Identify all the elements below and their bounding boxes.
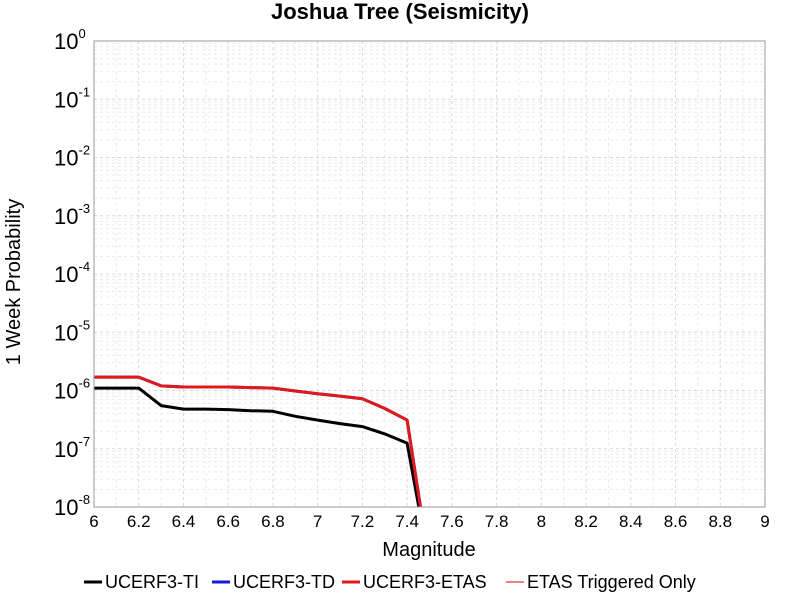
x-tick-label: 7.2 bbox=[351, 512, 375, 531]
legend-item: ETAS Triggered Only bbox=[506, 572, 696, 592]
x-tick-label: 8.2 bbox=[574, 512, 598, 531]
x-tick-label: 6.2 bbox=[127, 512, 151, 531]
y-tick-label: 10-3 bbox=[54, 201, 90, 229]
x-tick-label: 7 bbox=[313, 512, 322, 531]
y-tick-label: 10-5 bbox=[54, 317, 90, 345]
y-tick-label: 10-4 bbox=[54, 259, 90, 287]
x-tick-label: 8.6 bbox=[664, 512, 688, 531]
x-tick-label: 6.6 bbox=[216, 512, 240, 531]
x-tick-label: 8 bbox=[537, 512, 546, 531]
y-axis-label: 1 Week Probability bbox=[3, 199, 25, 365]
legend-label: UCERF3-TI bbox=[105, 572, 199, 592]
y-tick-label: 10-6 bbox=[54, 376, 90, 404]
legend-label: UCERF3-TD bbox=[233, 572, 335, 592]
x-tick-label: 7.8 bbox=[485, 512, 509, 531]
x-tick-label: 7.6 bbox=[440, 512, 464, 531]
y-tick-label: 10-1 bbox=[54, 84, 90, 112]
x-tick-label: 8.8 bbox=[708, 512, 732, 531]
x-tick-label: 8.4 bbox=[619, 512, 643, 531]
legend-item: UCERF3-ETAS bbox=[342, 572, 487, 592]
series-line-ucerf3-ti bbox=[94, 386, 421, 507]
plot-frame bbox=[93, 40, 766, 508]
x-tick-label: 6 bbox=[89, 512, 98, 531]
y-tick-label: 100 bbox=[54, 26, 86, 54]
legend-label: ETAS Triggered Only bbox=[527, 572, 696, 592]
x-tick-label: 6.4 bbox=[172, 512, 196, 531]
legend: UCERF3-TI UCERF3-TD UCERF3-ETAS ETAS Trigge… bbox=[84, 572, 696, 592]
y-tick-label: 10-8 bbox=[54, 492, 90, 520]
y-tick-label: 10-7 bbox=[54, 434, 90, 462]
x-tick-labels: 6 6.2 6.4 6.6 6.8 7 7.2 7.4 7.6 7.8 8 8.2 8.4 8.6 8.8 9 bbox=[89, 512, 769, 531]
x-tick-label: 7.4 bbox=[395, 512, 419, 531]
x-tick-label: 9 bbox=[760, 512, 769, 531]
grid bbox=[93, 40, 766, 508]
legend-label: UCERF3-ETAS bbox=[363, 572, 487, 592]
legend-item: UCERF3-TI bbox=[84, 572, 199, 592]
y-tick-labels: 10-8 10-7 10-6 10-5 10-4 10-3 10-2 10-1 100 bbox=[54, 26, 90, 520]
chart-title: Joshua Tree (Seismicity) bbox=[271, 0, 529, 24]
y-tick-label: 10-2 bbox=[54, 143, 90, 171]
plot-lines bbox=[94, 375, 423, 507]
legend-item: UCERF3-TD bbox=[212, 572, 335, 592]
series-line-ucerf3-etas bbox=[94, 375, 423, 507]
x-axis-label: Magnitude bbox=[382, 539, 475, 561]
x-tick-label: 6.8 bbox=[261, 512, 285, 531]
